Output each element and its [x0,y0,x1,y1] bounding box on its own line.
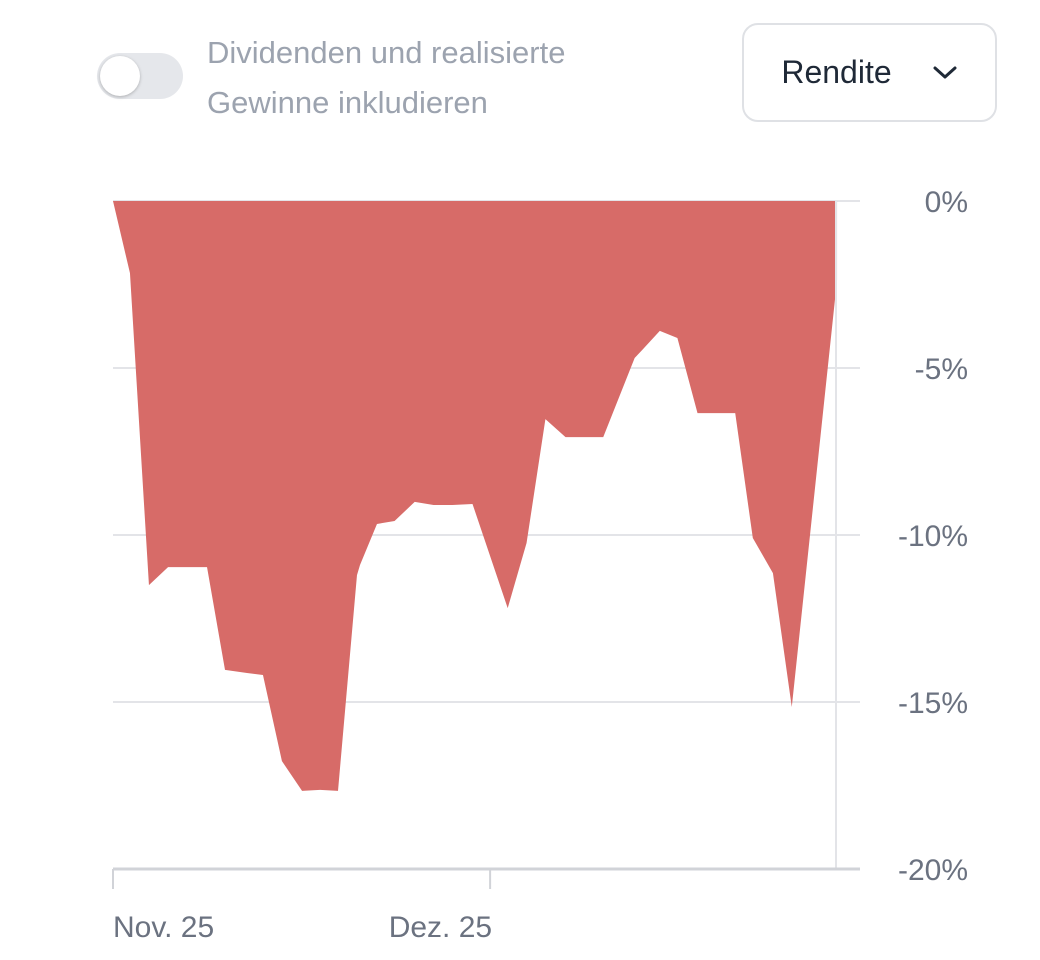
include-dividends-toggle[interactable] [97,53,183,99]
y-tick-label: -20% [898,854,968,887]
toggle-knob [100,56,140,96]
metric-dropdown[interactable]: Rendite [742,23,997,122]
x-tick-label: Dez. 25 [389,911,492,944]
dropdown-selected-value: Rendite [781,54,892,90]
toggle-label: Dividenden und realisierte Gewinne inklu… [207,28,565,128]
chevron-down-icon [933,66,957,78]
y-tick-label: 0% [925,186,968,219]
y-tick-label: -15% [898,687,968,720]
toggle-label-line1: Dividenden und realisierte [207,35,566,70]
toggle-label-line2: Gewinne inkludieren [207,85,488,120]
x-tick-label: Nov. 25 [113,911,214,944]
y-tick-label: -10% [898,520,968,553]
y-tick-label: -5% [915,353,968,386]
return-area [113,201,838,791]
